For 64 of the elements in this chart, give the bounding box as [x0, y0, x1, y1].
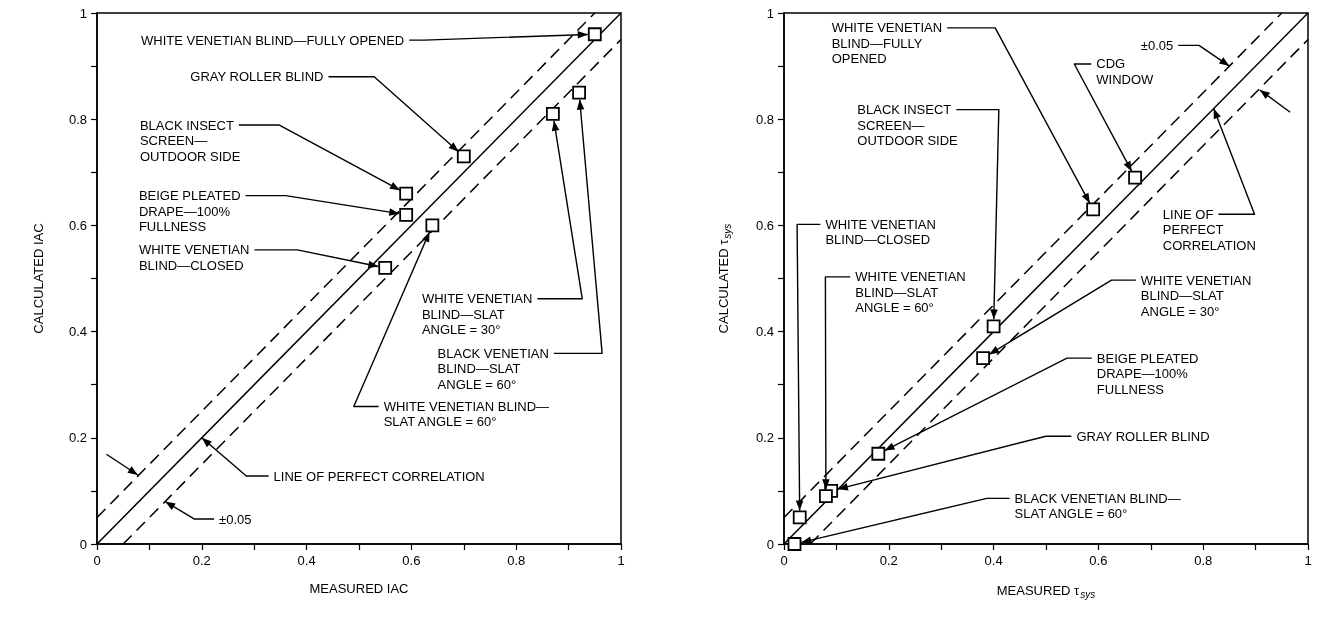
point	[787, 537, 802, 551]
annotation: CDG WINDOW	[1096, 56, 1155, 87]
annotation: WHITE VENETIAN BLIND—SLAT ANGLE = 60°	[855, 269, 966, 316]
annotation: ±0.05	[219, 511, 252, 527]
y-tick-label: 0	[79, 536, 87, 552]
x-tick-label: 0.8	[1194, 553, 1213, 568]
y-tick-label: 0.8	[755, 111, 774, 127]
annotation: BEIGE PLEATED DRAPE—100% FULLNESS	[138, 188, 241, 235]
annotation: WHITE VENETIAN BLIND—SLAT ANGLE = 60°	[383, 398, 550, 430]
point	[986, 319, 1001, 334]
x-tick-label: 0.2	[192, 553, 211, 568]
x-axis-title: MEASURED IAC	[309, 581, 409, 596]
y-tick-label: 1	[79, 5, 87, 21]
x-tick-label: 0	[93, 553, 101, 568]
y-axis-title: CALCULATED τsys	[716, 223, 733, 334]
annotation: GRAY ROLLER BLIND	[190, 69, 324, 85]
point	[792, 510, 807, 525]
y-tick-label: 0.4	[68, 324, 87, 340]
annotation: LINE OF PERFECT CORRELATION	[273, 468, 485, 484]
annotation: WHITE VENETIAN BLIND—SLAT ANGLE = 30°	[1140, 272, 1252, 319]
x-tick-label: 0	[780, 553, 788, 568]
y-tick-label: 0.2	[755, 430, 774, 446]
x-tick-label: 0.4	[984, 553, 1003, 568]
point	[871, 446, 886, 461]
annotation: BLACK VENETIAN BLIND—SLAT ANGLE = 60°	[437, 345, 549, 392]
point	[587, 27, 602, 42]
point	[1086, 202, 1101, 217]
annotation: BLACK INSECT SCREEN—OUTDOOR SIDE	[857, 102, 959, 149]
x-tick-label: 0.2	[879, 553, 898, 568]
x-tick-label: 1	[1304, 553, 1312, 568]
y-tick-label: 0.6	[755, 217, 774, 233]
point	[819, 489, 833, 504]
x-tick-label: 0.6	[402, 553, 421, 568]
point	[378, 260, 393, 275]
y-tick-label: 0	[766, 536, 774, 552]
y-tick-label: 1	[766, 5, 774, 21]
point	[456, 149, 471, 164]
annotation: WHITE VENETIAN BLIND—FULLY OPENED	[141, 32, 405, 48]
point	[399, 186, 414, 201]
point	[1128, 170, 1142, 185]
point	[572, 85, 586, 100]
annotation: ±0.05	[1140, 37, 1174, 53]
annotation: WHITE VENETIAN BLIND—CLOSED	[825, 216, 936, 248]
annotation: WHITE VENETIAN BLIND—SLAT ANGLE = 30°	[421, 291, 533, 338]
annotation: BLACK INSECT SCREEN—OUTDOOR SIDE	[139, 117, 241, 164]
point	[399, 207, 414, 222]
point	[425, 218, 440, 233]
y-tick-label: 0.4	[755, 324, 774, 340]
annotation: WHITE VENETIAN BLIND—FULLY OPENED	[831, 20, 943, 67]
annotation: BLACK VENETIAN BLIND—SLAT ANGLE = 60°	[1014, 490, 1181, 522]
y-axis-title: CALCULATED IAC	[31, 223, 46, 334]
point	[545, 106, 560, 121]
x-tick-label: 0.4	[297, 553, 316, 568]
y-tick-label: 0.8	[68, 111, 87, 127]
point	[976, 351, 991, 366]
annotation: GRAY ROLLER BLIND	[1076, 428, 1210, 444]
x-tick-label: 1	[617, 553, 625, 568]
y-tick-label: 0.6	[68, 217, 87, 233]
y-tick-label: 0.2	[68, 430, 87, 446]
x-tick-label: 0.8	[507, 553, 526, 568]
x-tick-label: 0.6	[1089, 553, 1108, 568]
annotation: LINE OF PERFECT CORRELATION	[1162, 206, 1256, 253]
annotation: WHITE VENETIAN BLIND—CLOSED	[138, 242, 250, 273]
annotation: BEIGE PLEATED DRAPE—100% FULLNESS	[1096, 350, 1199, 397]
